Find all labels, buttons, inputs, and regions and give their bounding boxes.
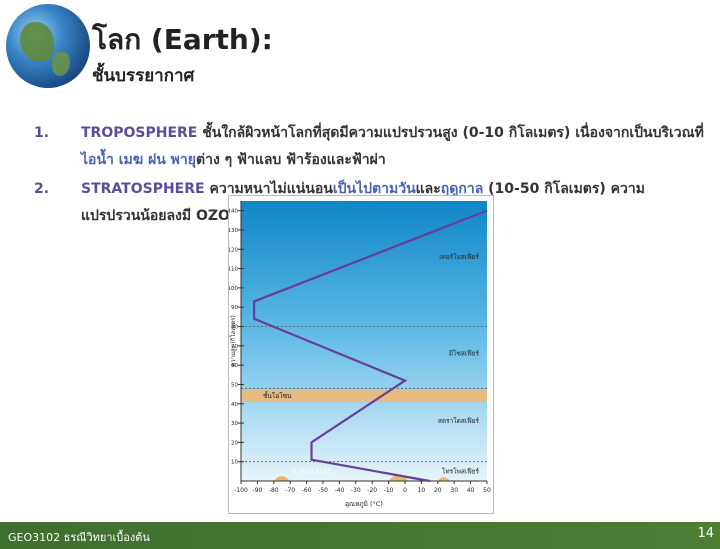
list-item: 1. TROPOSPHERE ชั้นใกล้ผิวหน้าโลกที่สุดมี…	[34, 120, 704, 174]
text-run: ไอน้ำ เมฆ ฝน พายุ	[81, 152, 196, 168]
y-tick-label: 100	[229, 286, 238, 292]
x-tick-label: -20	[367, 487, 377, 494]
y-tick-label: 20	[231, 440, 238, 446]
x-tick-label: -70	[285, 487, 295, 494]
layer-label: เทอร์โมสเฟียร์	[439, 253, 479, 261]
plot-background	[241, 201, 487, 481]
y-tick-label: 10	[231, 460, 238, 466]
x-tick-label: 20	[434, 487, 442, 494]
y-axis-label: ความสูง (กิโลเมตร)	[229, 315, 237, 367]
title: โลก (Earth):	[92, 18, 273, 62]
x-tick-label: 10	[418, 487, 426, 494]
y-tick-label: 140	[229, 209, 238, 215]
item-number: 1.	[34, 120, 49, 147]
atmosphere-chart: 102030405060708090100110120130140-100-90…	[229, 196, 493, 513]
footer-text: GEO3102 ธรณีวิทยาเบื้องต้น	[8, 528, 150, 546]
subtitle: ชั้นบรรยากาศ	[92, 62, 194, 89]
x-tick-label: -100	[234, 487, 248, 494]
x-tick-label: -80	[269, 487, 279, 494]
x-tick-label: 0	[403, 487, 407, 494]
x-tick-label: 30	[450, 487, 458, 494]
slide: {"header": {"title": "โลก (Earth):", "su…	[0, 0, 720, 549]
y-tick-label: 50	[231, 382, 238, 388]
layer-label: โทรโพสเฟียร์	[442, 467, 480, 475]
y-tick-label: 130	[229, 228, 238, 234]
x-tick-label: -90	[252, 487, 262, 494]
text-run: STRATOSPHERE	[81, 181, 205, 197]
y-tick-label: 120	[229, 247, 238, 253]
page-number: 14	[697, 526, 714, 541]
y-tick-label: 90	[231, 305, 238, 311]
globe-icon	[6, 4, 90, 88]
x-tick-label: 50	[483, 487, 491, 494]
y-tick-label: 40	[231, 402, 238, 408]
x-tick-label: -40	[334, 487, 344, 494]
text-run: ชั้นใกล้ผิวหน้าโลกที่สุดมีความแปรปรวนสูง…	[197, 125, 704, 141]
item-number: 2.	[34, 176, 49, 203]
layer-label: สตราโตสเฟียร์	[438, 417, 480, 425]
x-tick-label: -30	[351, 487, 361, 494]
layer-label: มีโซสเฟียร์	[449, 349, 480, 357]
ozone-label: ชั้นโอโซน	[263, 391, 292, 400]
text-run: TROPOSPHERE	[81, 125, 197, 141]
credit: © 2011 LESA	[291, 468, 332, 475]
x-axis-label: อุณหภูมิ (°C)	[345, 500, 383, 508]
footer: GEO3102 ธรณีวิทยาเบื้องต้น 14	[0, 522, 720, 549]
y-tick-label: 110	[229, 267, 238, 273]
x-tick-label: -10	[384, 487, 394, 494]
x-tick-label: 40	[467, 487, 475, 494]
x-tick-label: -60	[302, 487, 312, 494]
y-tick-label: 30	[231, 421, 238, 427]
text-run: ต่าง ๆ ฟ้าแลบ ฟ้าร้องและฟ้าผ่า	[196, 152, 386, 168]
x-tick-label: -50	[318, 487, 328, 494]
